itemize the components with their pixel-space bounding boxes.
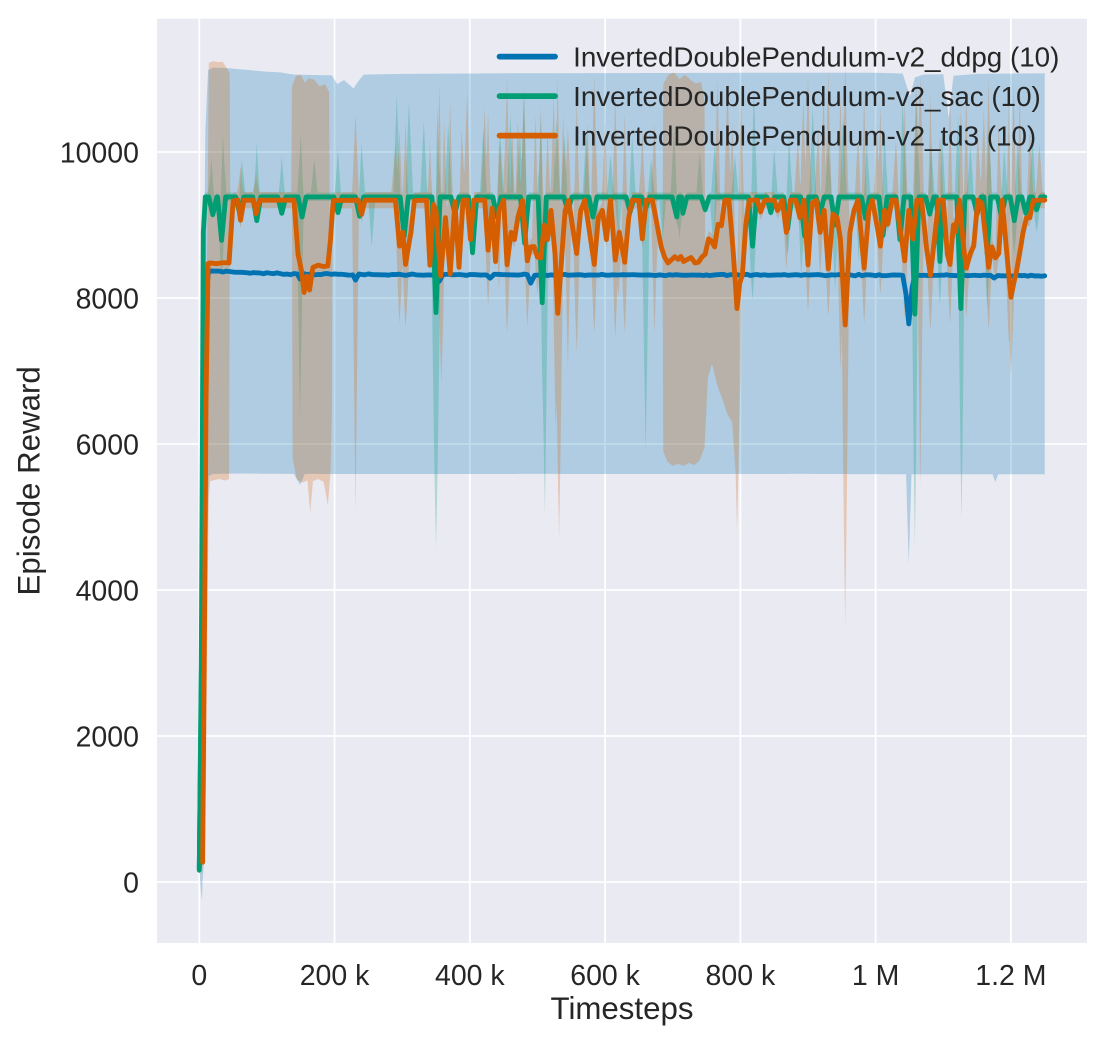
svg-text:6000: 6000: [76, 429, 139, 461]
svg-text:Timesteps: Timesteps: [551, 991, 694, 1026]
svg-text:1.2 M: 1.2 M: [975, 960, 1046, 992]
svg-text:4000: 4000: [76, 575, 139, 607]
svg-text:0: 0: [123, 867, 139, 899]
svg-text:0: 0: [191, 960, 207, 992]
svg-text:2000: 2000: [76, 721, 139, 753]
svg-text:InvertedDoublePendulum-v2_sac: InvertedDoublePendulum-v2_sac (10): [573, 81, 1041, 112]
svg-text:8000: 8000: [76, 283, 139, 315]
svg-text:800 k: 800 k: [706, 960, 776, 992]
svg-text:Episode Reward: Episode Reward: [11, 366, 46, 595]
svg-text:1 M: 1 M: [852, 960, 899, 992]
svg-text:400 k: 400 k: [435, 960, 505, 992]
svg-text:InvertedDoublePendulum-v2_ddpg: InvertedDoublePendulum-v2_ddpg (10): [573, 41, 1059, 72]
svg-text:InvertedDoublePendulum-v2_td3: InvertedDoublePendulum-v2_td3 (10): [573, 120, 1036, 151]
svg-text:600 k: 600 k: [570, 960, 640, 992]
svg-text:200 k: 200 k: [300, 960, 370, 992]
svg-text:10000: 10000: [60, 137, 139, 169]
